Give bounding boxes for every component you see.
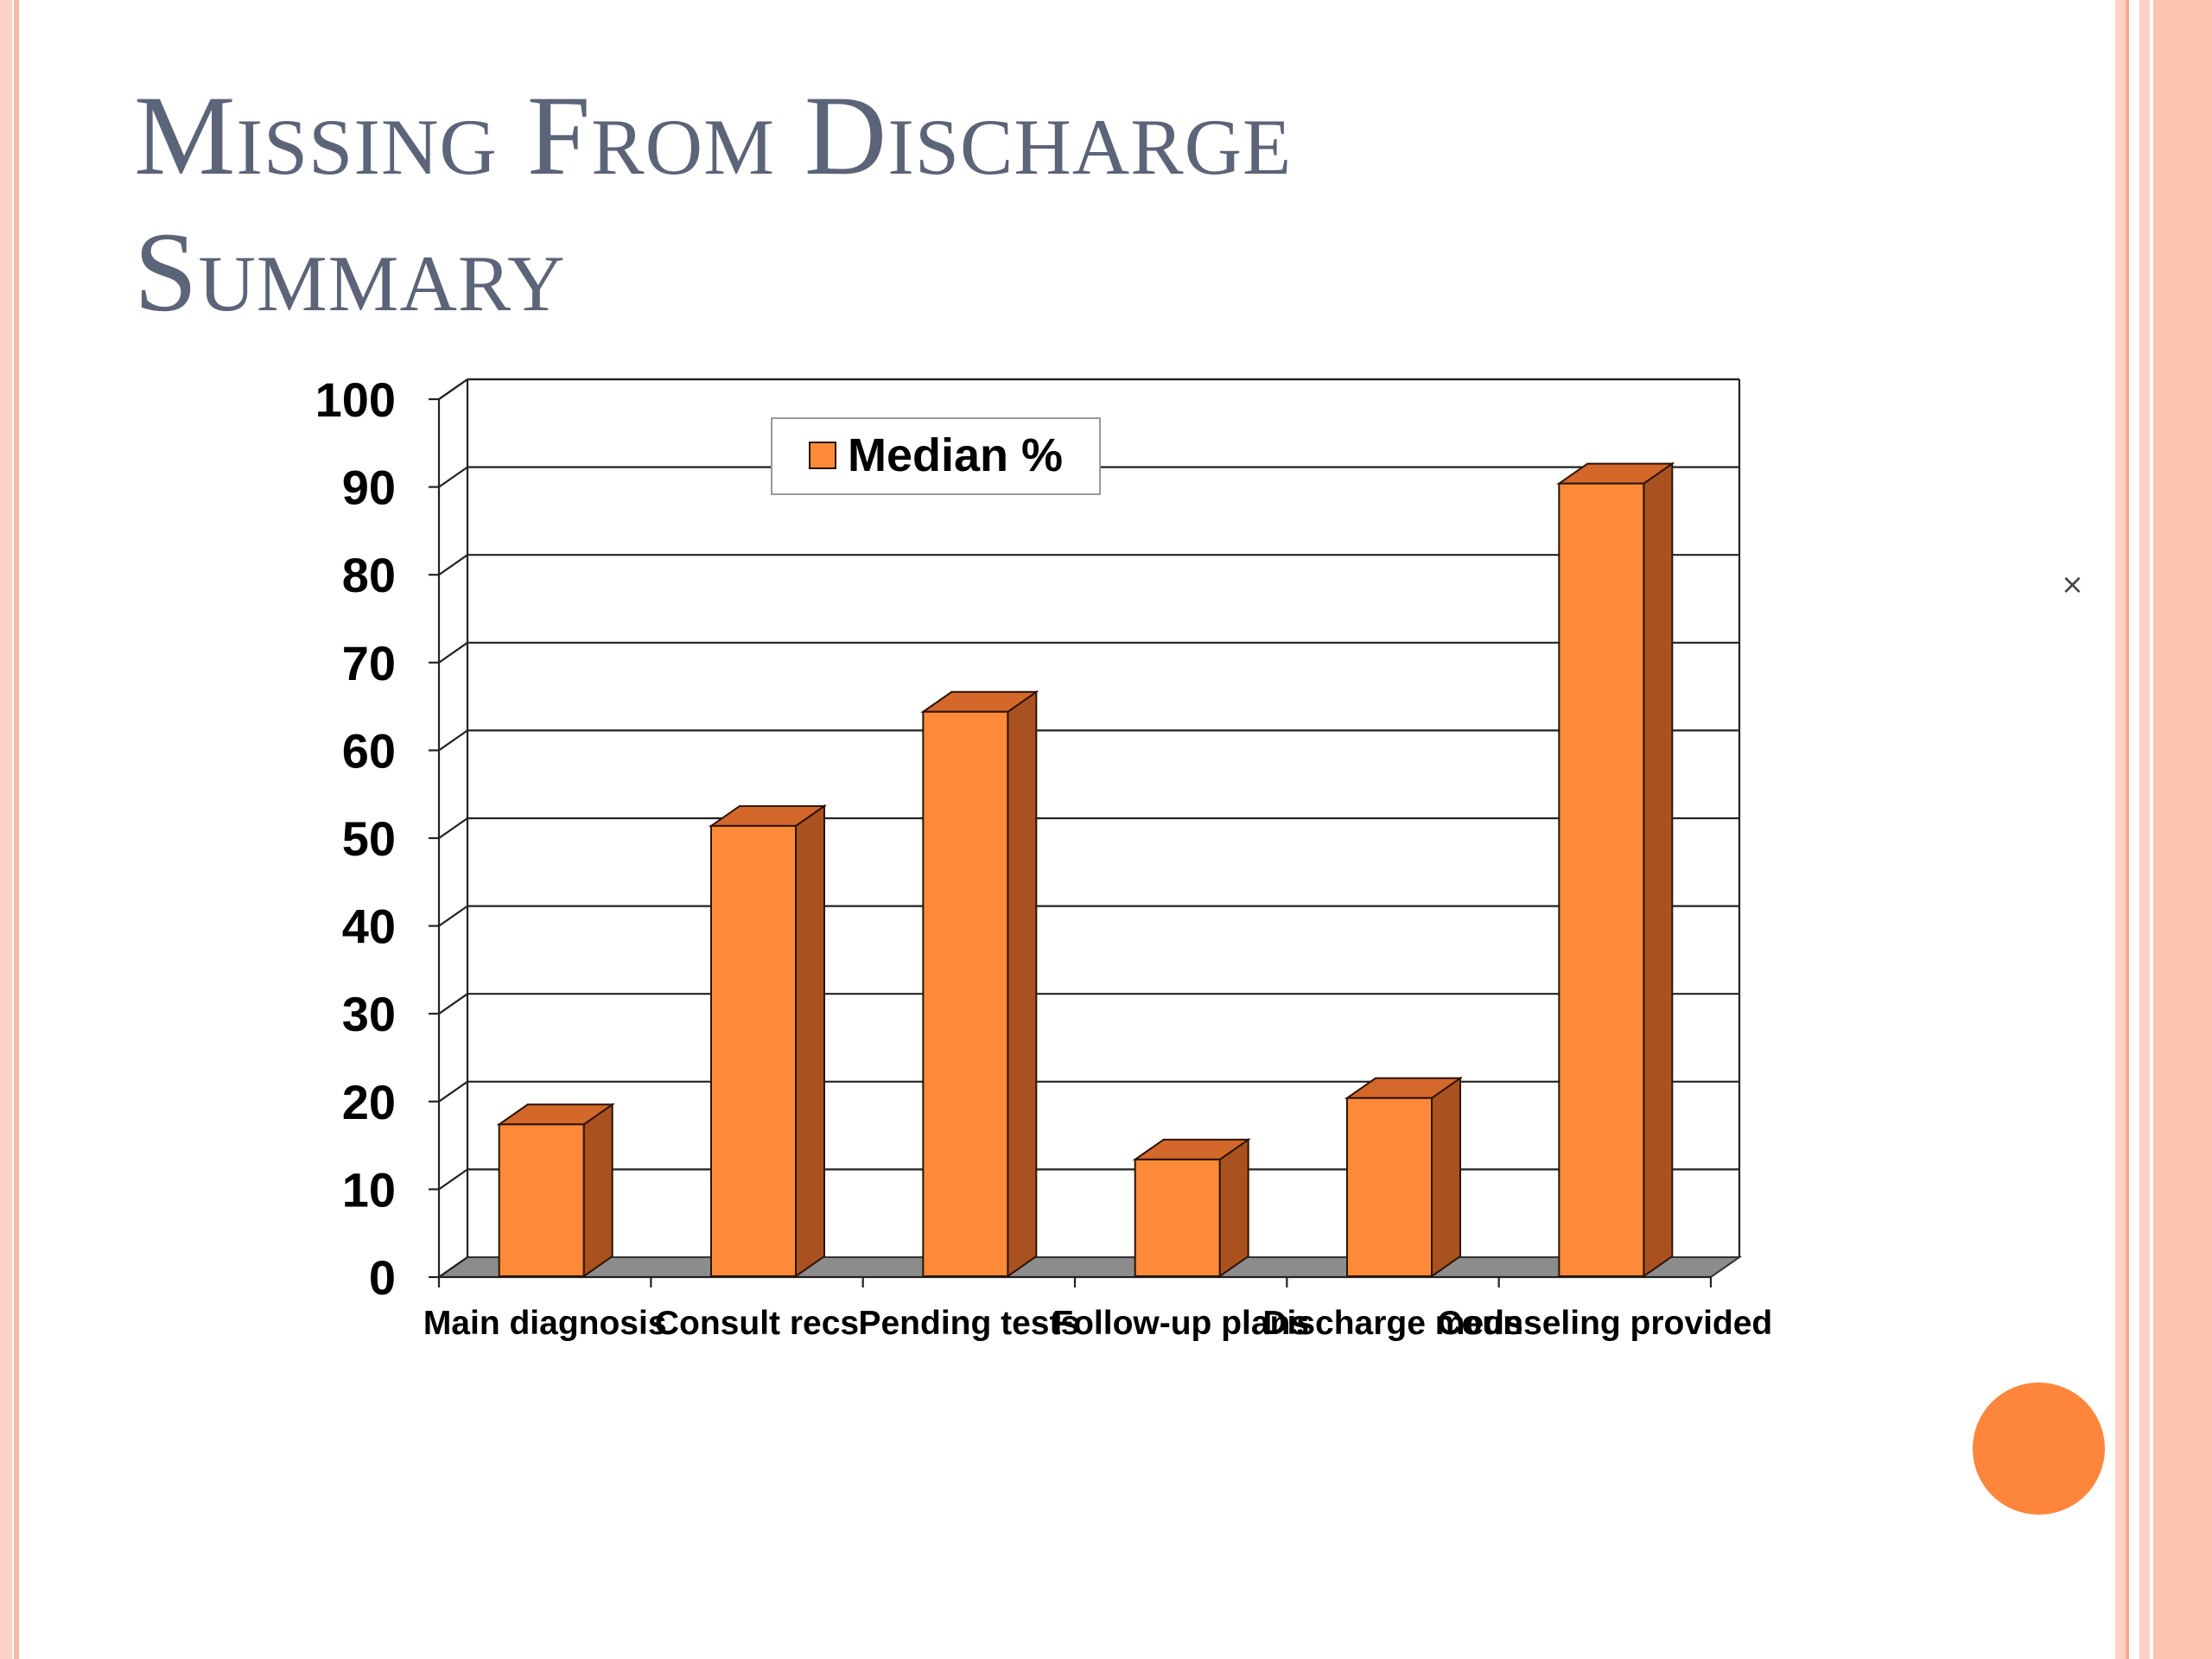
y-tick-label: 0	[369, 1250, 396, 1305]
bar-side	[1643, 461, 1674, 1278]
y-tick-label: 70	[342, 636, 396, 690]
left-border-band	[0, 0, 12, 1659]
bar	[1134, 1158, 1221, 1278]
bar	[922, 710, 1009, 1277]
wall-tick	[438, 641, 468, 664]
y-tick-label: 60	[342, 723, 396, 778]
bar	[710, 824, 797, 1277]
x-tick-label: Discharge meds	[1262, 1305, 1522, 1342]
bar	[1346, 1096, 1433, 1278]
title-line-1: Missing From Discharge	[134, 72, 1293, 199]
wall-tick	[438, 466, 468, 488]
x-tick-label: Consult recs	[655, 1305, 859, 1342]
right-border-band	[2115, 0, 2126, 1659]
y-tick-label: 50	[342, 811, 396, 866]
x-tick-label: Pending tests	[858, 1305, 1079, 1342]
y-tick-label: 100	[315, 372, 396, 427]
bar-side	[582, 1103, 613, 1278]
y-tick-label: 30	[342, 987, 396, 1041]
wall-tick	[438, 817, 468, 839]
wall-tick	[438, 554, 468, 576]
wall-tick	[438, 729, 468, 752]
y-tick-label: 80	[342, 548, 396, 602]
y-tick-label: 20	[342, 1075, 396, 1129]
chart-floor	[435, 1256, 1743, 1278]
right-border-line	[2126, 0, 2129, 1659]
legend-swatch	[809, 442, 836, 469]
x-tick-label: Main diagnosis	[423, 1305, 667, 1342]
bar-side	[1218, 1138, 1249, 1278]
wall-tick	[438, 1256, 468, 1278]
right-border-band	[2153, 0, 2212, 1659]
legend-label: Median %	[848, 429, 1063, 481]
bar-side	[1431, 1076, 1461, 1278]
x-tick-label: Counseling provided	[1437, 1305, 1772, 1342]
wall-tick	[438, 905, 468, 927]
right-border-band	[2139, 0, 2150, 1659]
top-wall-edge	[438, 378, 468, 400]
left-border-line	[14, 0, 19, 1659]
close-icon[interactable]: ×	[2061, 568, 2084, 601]
y-tick-label: 10	[342, 1162, 396, 1217]
slide-title: Missing From Discharge Summary	[134, 67, 1689, 340]
accent-circle	[1973, 1382, 2105, 1515]
bar	[498, 1123, 585, 1278]
y-tick-label: 40	[342, 899, 396, 954]
title-line-2: Summary	[134, 208, 566, 335]
wall-tick	[438, 1080, 468, 1103]
bar-side	[795, 804, 825, 1278]
y-tick-label: 90	[342, 461, 396, 515]
bar	[1558, 482, 1645, 1277]
wall-tick	[438, 993, 468, 1015]
x-tick-label: Follow-up plans	[1052, 1305, 1309, 1342]
bar-side	[1007, 690, 1038, 1278]
wall-tick	[438, 1168, 468, 1191]
